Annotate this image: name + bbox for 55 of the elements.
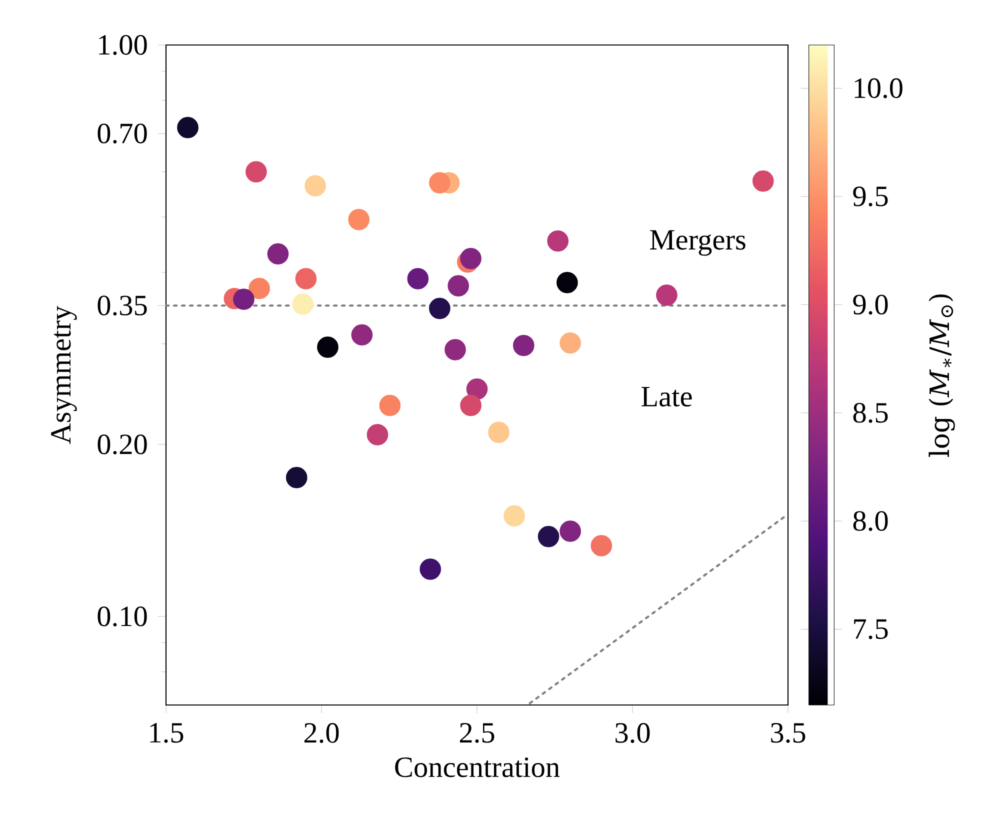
point xyxy=(317,336,338,358)
annotation: Late xyxy=(641,387,692,407)
y-tick-label: 0.10 xyxy=(98,606,147,626)
point xyxy=(351,324,373,346)
point xyxy=(233,288,254,310)
point xyxy=(556,272,578,294)
point xyxy=(460,248,482,270)
point xyxy=(295,268,317,290)
x-tick-label: 3.0 xyxy=(616,723,650,743)
point xyxy=(656,284,678,306)
y-tick-label: 0.20 xyxy=(98,434,147,454)
annotation: Mergers xyxy=(650,230,746,256)
point xyxy=(366,424,388,446)
point xyxy=(504,505,525,527)
point xyxy=(304,175,326,196)
point xyxy=(292,293,314,315)
x-tick-label: 2.0 xyxy=(304,723,339,743)
point xyxy=(466,378,488,400)
color-bar-label: 9.0 xyxy=(853,294,888,315)
x-axis-title: Concentration xyxy=(395,757,560,778)
point xyxy=(560,520,581,542)
point xyxy=(448,275,470,296)
point xyxy=(444,339,466,360)
point xyxy=(560,332,581,354)
y-axis-title: Asymmetry xyxy=(51,306,77,444)
x-tick-label: 2.5 xyxy=(460,723,494,743)
color-bar-title: log (M$_{∗}$/M$_{⊙}$) xyxy=(928,294,955,457)
point xyxy=(590,535,612,556)
point xyxy=(538,526,560,548)
point xyxy=(488,422,510,443)
color-bar-label: 10.0 xyxy=(854,78,902,98)
y-tick-label: 0.35 xyxy=(98,296,147,316)
color-bar-label: 8.5 xyxy=(853,402,888,423)
point xyxy=(429,172,450,194)
point xyxy=(512,334,534,356)
point xyxy=(460,394,482,416)
point xyxy=(407,268,429,290)
point xyxy=(248,278,270,300)
color-bar-label: 9.5 xyxy=(853,186,888,206)
y-tick-label: 0.70 xyxy=(98,124,147,144)
point xyxy=(420,558,442,580)
point xyxy=(177,116,198,138)
color-bar-label: 7.5 xyxy=(854,619,888,640)
point xyxy=(752,170,774,192)
point xyxy=(379,394,401,416)
point xyxy=(246,161,267,182)
point xyxy=(267,243,289,265)
color-bar-label: 8.0 xyxy=(853,511,888,532)
point xyxy=(547,230,569,252)
y-tick-label: 1.00 xyxy=(99,35,147,55)
point xyxy=(286,466,308,488)
x-tick-label: 3.5 xyxy=(771,723,806,743)
point xyxy=(348,208,370,230)
x-tick-label: 1.5 xyxy=(150,723,184,743)
point xyxy=(429,298,450,320)
